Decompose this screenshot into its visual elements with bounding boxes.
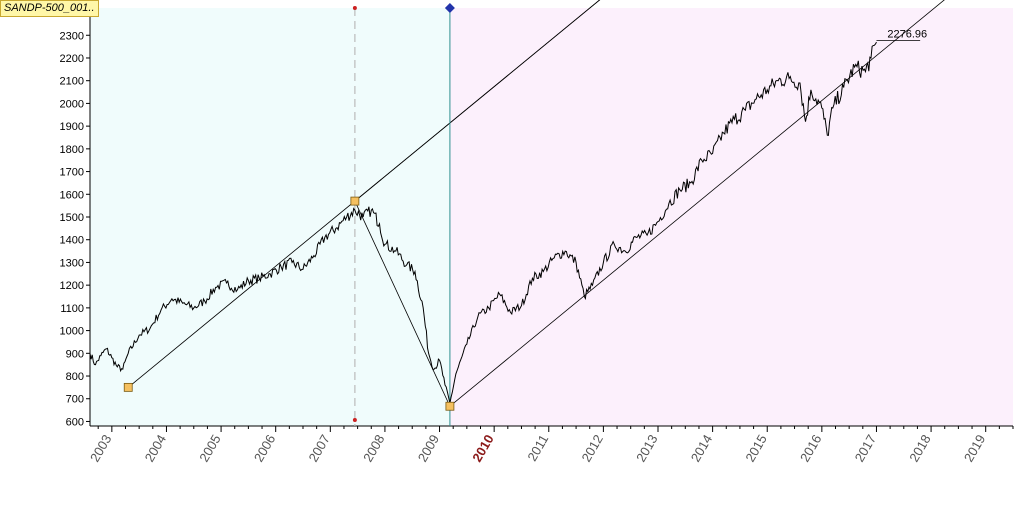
x-tick-label: 2010 xyxy=(469,432,496,465)
channel-anchor-marker[interactable] xyxy=(445,401,455,411)
x-tick-label: 2016 xyxy=(797,432,824,465)
region-before xyxy=(90,8,450,426)
pivot-diamond-marker xyxy=(444,3,455,13)
y-tick-label: 1500 xyxy=(60,212,84,224)
last-value-label-group: 2276.96 xyxy=(876,28,927,41)
channel-base-line xyxy=(449,0,945,407)
anchor-markers[interactable] xyxy=(123,196,455,411)
channel-connector-line xyxy=(354,200,451,407)
x-tick-label: 2005 xyxy=(196,432,223,465)
y-tick-label: 1100 xyxy=(60,303,84,315)
y-tick-label: 2100 xyxy=(60,76,84,88)
y-tick-label: 1300 xyxy=(60,257,84,269)
y-tick-label: 1200 xyxy=(60,280,84,292)
y-tick-label: 1400 xyxy=(60,235,84,247)
x-tick-label: 2018 xyxy=(906,432,933,465)
x-tick-label: 2006 xyxy=(251,432,278,465)
channel-upper-line xyxy=(354,0,601,202)
price-series-line xyxy=(89,41,877,404)
x-tick-label: 2013 xyxy=(633,432,660,465)
x-tick-label: 2004 xyxy=(142,432,169,465)
x-axis: 2003 2004 2005 2006 2007 2008 2009 2010 2011 2012… xyxy=(87,425,1014,465)
last-value-label: 2276.96 xyxy=(887,28,927,40)
y-tick-label: 1800 xyxy=(60,144,84,156)
y-tick-label: 1700 xyxy=(60,167,84,179)
x-tick-label: 2008 xyxy=(360,432,387,465)
symbol-tag[interactable]: SANDP-500_001.. xyxy=(0,0,99,17)
vertical-lines xyxy=(352,3,455,426)
y-tick-label: 800 xyxy=(66,371,84,383)
y-tick-label: 900 xyxy=(66,348,84,360)
x-tick-label: 2003 xyxy=(87,432,114,465)
channel-anchor-marker[interactable] xyxy=(350,196,360,206)
dashed-line-top-dot xyxy=(352,6,357,10)
y-axis: 600 700 800 900 1000 1100 1200 1300 1400 1500 1600… xyxy=(60,8,91,428)
y-tick-label: 2000 xyxy=(60,98,84,110)
y-tick-label: 700 xyxy=(66,394,84,406)
y-tick-label: 600 xyxy=(66,416,84,428)
y-tick-label: 1000 xyxy=(60,326,84,338)
x-tick-label: 2014 xyxy=(688,432,715,465)
y-tick-label: 1600 xyxy=(60,189,84,201)
region-after xyxy=(449,8,1013,426)
x-tick-label: 2011 xyxy=(524,432,551,464)
x-tick-label: 2015 xyxy=(742,432,769,465)
x-tick-label: 2012 xyxy=(579,432,606,465)
y-tick-label: 2300 xyxy=(60,30,84,42)
x-tick-label: 2007 xyxy=(305,432,332,465)
y-tick-label: 2200 xyxy=(60,53,84,65)
channel-lines xyxy=(127,0,945,407)
x-tick-label: 2019 xyxy=(961,432,988,465)
channel-anchor-marker[interactable] xyxy=(123,382,133,392)
dashed-line-bottom-dot xyxy=(352,418,357,422)
y-tick-label: 1900 xyxy=(60,121,84,133)
x-tick-label: 2017 xyxy=(852,432,879,465)
x-tick-label: 2009 xyxy=(415,432,442,465)
